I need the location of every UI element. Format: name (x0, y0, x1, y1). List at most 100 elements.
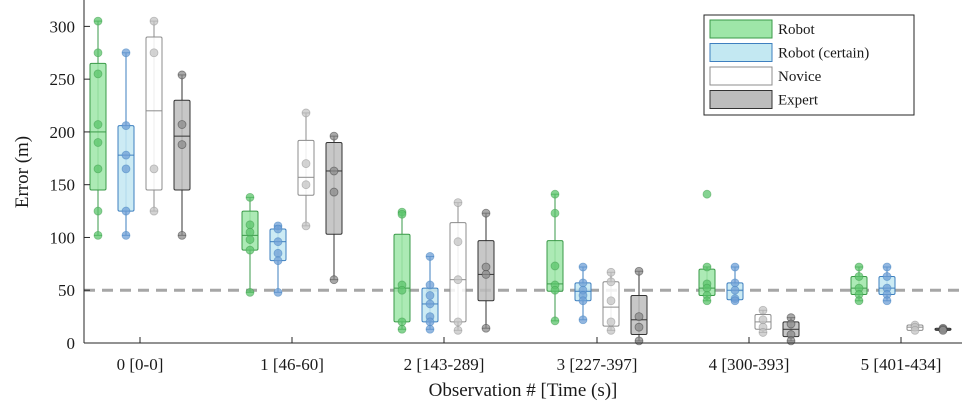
box-group (754, 305, 772, 337)
box-group (241, 192, 259, 297)
data-point (550, 285, 560, 295)
y-axis-title: Error (m) (12, 136, 33, 208)
box-group (726, 262, 744, 306)
data-point (425, 291, 435, 300)
data-point (758, 305, 768, 315)
box-group (878, 262, 896, 306)
legend-swatch (709, 19, 773, 39)
data-point (329, 166, 339, 176)
legend-label: Expert (778, 93, 819, 109)
data-point (453, 275, 463, 285)
data-point (121, 48, 131, 58)
box-group (602, 267, 620, 335)
data-point (606, 277, 616, 287)
box (145, 36, 163, 191)
box-group (145, 16, 163, 216)
x-tick-label: 4 [300-393] (709, 355, 790, 374)
box-group (117, 48, 135, 240)
data-point (550, 189, 560, 199)
data-point (245, 287, 255, 297)
data-point (910, 325, 920, 335)
data-point (121, 150, 131, 160)
data-point (634, 322, 644, 332)
data-point (273, 224, 283, 234)
data-point (702, 189, 712, 199)
data-point (882, 272, 892, 281)
box-group (906, 320, 924, 335)
data-point (397, 317, 407, 327)
legend-swatch (709, 90, 773, 109)
data-point (93, 48, 103, 58)
legend-swatch (709, 43, 773, 62)
x-tick-label: 5 [401-434] (861, 355, 942, 374)
data-point (425, 299, 435, 309)
data-point (93, 16, 103, 26)
boxes-layer (89, 16, 952, 346)
data-point (245, 192, 255, 202)
data-point (702, 283, 712, 293)
data-point (578, 296, 588, 306)
data-point (121, 121, 131, 130)
data-point (578, 262, 588, 272)
data-point (882, 296, 892, 306)
box-group (393, 207, 411, 334)
data-point (245, 235, 255, 244)
legend-label: Robot (certain) (778, 46, 869, 62)
data-point (730, 296, 740, 306)
data-point (397, 285, 407, 295)
data-point (177, 70, 187, 80)
box-group (449, 198, 467, 335)
legend-label: Robot (778, 22, 816, 38)
data-point (453, 325, 463, 335)
data-point (273, 248, 283, 258)
box-group (269, 221, 287, 297)
data-point (329, 187, 339, 197)
data-point (93, 206, 103, 216)
box-group (173, 70, 191, 240)
box-group (850, 262, 868, 306)
data-point (177, 230, 187, 240)
y-tick-label: 100 (50, 228, 76, 247)
data-point (481, 208, 491, 218)
box-group (574, 262, 592, 325)
data-point (606, 325, 616, 335)
data-point (329, 275, 339, 285)
data-point (93, 164, 103, 174)
data-point (550, 316, 560, 326)
x-tick-label: 0 [0-0] (117, 355, 164, 374)
data-point (882, 262, 892, 272)
data-point (481, 269, 491, 279)
x-tick-label: 1 [46-60] (260, 355, 324, 374)
data-point (93, 120, 103, 129)
data-point (606, 296, 616, 306)
data-point (786, 319, 796, 329)
x-tick-label: 2 [143-289] (404, 355, 485, 374)
box-group (934, 323, 952, 335)
box-group (325, 131, 343, 285)
data-point (93, 230, 103, 240)
data-point (702, 296, 712, 306)
y-tick-label: 0 (67, 334, 76, 353)
data-point (758, 315, 768, 325)
box-group (421, 252, 439, 334)
data-point (273, 256, 283, 266)
x-tick-label: 3 [227-397] (557, 355, 638, 374)
legend-swatch (709, 66, 773, 86)
data-point (453, 317, 463, 327)
data-point (425, 252, 435, 261)
data-point (245, 220, 255, 230)
data-point (425, 324, 435, 334)
legend: Robot Robot (certain) Novice Expert (703, 14, 915, 116)
data-point (634, 336, 644, 346)
data-point (397, 324, 407, 334)
series-robot-certain (117, 48, 896, 334)
data-point (854, 272, 864, 281)
data-point (854, 296, 864, 306)
box (393, 233, 411, 323)
data-point (730, 278, 740, 288)
data-point (730, 262, 740, 272)
y-ticks: 0 50 100 150 200 250 300 (50, 17, 90, 353)
data-point (453, 237, 463, 247)
y-tick-label: 300 (50, 17, 76, 36)
